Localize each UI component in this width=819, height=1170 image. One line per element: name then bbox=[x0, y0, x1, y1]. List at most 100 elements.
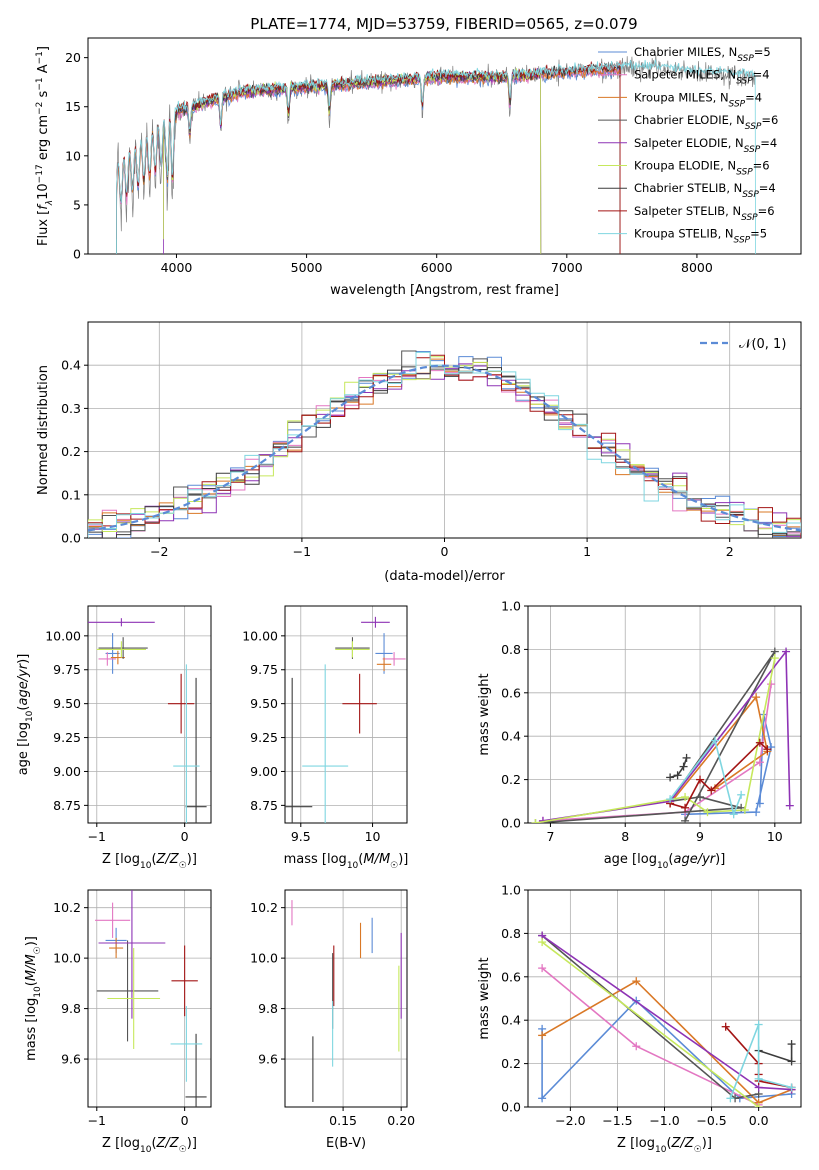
errorbar bbox=[96, 940, 159, 1042]
mass-vs-ebv-ytick-label: 9.8 bbox=[258, 1001, 278, 1016]
weight-marker bbox=[726, 1094, 735, 1103]
age-vs-Z-axes: −1 0 8.75 9.00 9.25 9.50 9.75 10.00 bbox=[45, 605, 212, 844]
spectrum-xtick-label: 5000 bbox=[291, 260, 323, 275]
errorbar bbox=[98, 890, 166, 1019]
weight-marker bbox=[767, 680, 776, 689]
age-vs-Z-frame bbox=[87, 605, 212, 824]
errorbar bbox=[335, 641, 370, 658]
weight-marker bbox=[681, 792, 690, 801]
spectrum-legend: Chabrier MILES, NSSP=5 Salpeter MILES, NS… bbox=[598, 45, 778, 246]
mass-vs-Z-frame bbox=[87, 889, 212, 1108]
age-vs-Z-plot-area bbox=[88, 618, 207, 823]
weight-marker bbox=[752, 808, 761, 817]
age-vs-Z-ytick-label: 10.00 bbox=[45, 628, 81, 643]
age-vs-mass-ytick-label: 9.75 bbox=[250, 662, 278, 677]
weight-marker bbox=[729, 810, 738, 819]
weight-marker bbox=[763, 745, 772, 754]
residuals-xtick-label: 0 bbox=[441, 544, 449, 559]
weight-marker bbox=[754, 1103, 763, 1107]
weight-marker bbox=[770, 654, 779, 663]
weight-vs-age-frame bbox=[527, 605, 802, 824]
weight-marker bbox=[632, 1042, 641, 1051]
mass-vs-Z-ylabel: mass [log10(M/M☉)] bbox=[24, 936, 43, 1061]
legend-entry: Salpeter ELODIE, NSSP=4 bbox=[634, 136, 777, 155]
weight-vs-Z-xtick-label: −1.5 bbox=[602, 1113, 632, 1128]
weight-marker bbox=[666, 773, 675, 782]
weight-marker bbox=[538, 1094, 547, 1103]
weight-vs-age-xtick-label: 7 bbox=[546, 829, 554, 844]
weight-marker bbox=[681, 803, 690, 812]
weight-vs-age-xlabel: age [log10(age/yr)] bbox=[604, 852, 726, 871]
legend-entry: Kroupa STELIB, NSSP=5 bbox=[634, 227, 767, 246]
spectrum-xtick-label: 8000 bbox=[681, 260, 713, 275]
weight-marker bbox=[673, 771, 682, 780]
errorbar bbox=[361, 616, 390, 628]
residuals-ytick-label: 0.4 bbox=[61, 358, 81, 373]
weight-vs-Z-ytick-label: 0.8 bbox=[501, 926, 521, 941]
weight-vs-Z-ylabel: mass weight bbox=[477, 957, 492, 1039]
legend-entry: Salpeter STELIB, NSSP=6 bbox=[634, 204, 775, 223]
errorbar bbox=[342, 673, 377, 734]
spectrum-model-line bbox=[116, 60, 621, 254]
residuals-xtick-label: 2 bbox=[726, 544, 734, 559]
residuals-ytick-label: 0.2 bbox=[61, 444, 81, 459]
age-vs-mass-ytick-label: 8.75 bbox=[250, 798, 278, 813]
legend-entry: Kroupa MILES, NSSP=4 bbox=[634, 90, 762, 109]
legend-entry: Chabrier MILES, NSSP=5 bbox=[634, 45, 771, 64]
weight-line bbox=[535, 657, 776, 823]
weight-vs-Z-ytick-label: 0.2 bbox=[501, 1056, 521, 1071]
weight-vs-Z-ytick-label: 0.4 bbox=[501, 1013, 521, 1028]
weight-vs-Z-ytick-label: 1.0 bbox=[501, 883, 521, 898]
errorbar bbox=[105, 633, 120, 674]
spectrum-xtick-label: 4000 bbox=[161, 260, 193, 275]
mass-vs-Z-xlabel: Z [log10(Z/Z☉)] bbox=[102, 1136, 197, 1155]
legend-entry: Chabrier ELODIE, NSSP=6 bbox=[634, 113, 778, 132]
mass-vs-Z-ytick-label: 9.6 bbox=[61, 1052, 81, 1067]
weight-vs-age-ytick-label: 0.2 bbox=[501, 772, 521, 787]
weight-vs-age-xtick-label: 9 bbox=[696, 829, 704, 844]
weight-line bbox=[669, 741, 768, 809]
residuals-legend: 𝒩(0, 1) bbox=[700, 337, 786, 352]
weight-vs-Z-xlabel: Z [log10(Z/Z☉)] bbox=[617, 1136, 712, 1155]
spectrum-model-line bbox=[116, 66, 621, 254]
weight-marker bbox=[710, 736, 719, 745]
residuals-xlabel: (data-model)/error bbox=[384, 569, 505, 584]
errorbar bbox=[170, 1006, 203, 1082]
spectrum-xlabel: wavelength [Angstrom, rest frame] bbox=[330, 283, 559, 298]
errorbar bbox=[109, 937, 124, 959]
mass-vs-ebv-ytick-label: 10.0 bbox=[250, 951, 278, 966]
legend-entry: Salpeter MILES, NSSP=4 bbox=[634, 68, 770, 87]
weight-line bbox=[535, 651, 776, 823]
weight-marker bbox=[754, 1074, 763, 1083]
mass-vs-Z-ytick-label: 9.8 bbox=[61, 1001, 81, 1016]
weight-line bbox=[669, 738, 742, 817]
errorbar bbox=[382, 652, 406, 666]
mass-vs-ebv-xtick-label: 0.20 bbox=[387, 1113, 415, 1128]
residual-histogram bbox=[88, 351, 801, 538]
weight-marker bbox=[787, 1083, 796, 1092]
weight-vs-Z-ytick-label: 0.6 bbox=[501, 969, 521, 984]
weight-marker bbox=[538, 964, 547, 973]
weight-marker bbox=[679, 762, 688, 771]
spectrum-ytick-label: 20 bbox=[65, 50, 81, 65]
weight-vs-Z-xtick-label: 0.0 bbox=[749, 1113, 769, 1128]
errorbar bbox=[110, 650, 125, 665]
errorbar bbox=[88, 618, 155, 627]
weight-vs-age-ytick-label: 0.4 bbox=[501, 729, 521, 744]
legend-entry: Chabrier STELIB, NSSP=4 bbox=[634, 181, 776, 200]
weight-vs-age-xtick-label: 8 bbox=[621, 829, 629, 844]
spectrum-model-line bbox=[116, 64, 621, 254]
weight-marker bbox=[538, 1031, 547, 1040]
errorbar bbox=[285, 677, 313, 823]
errorbar bbox=[171, 945, 198, 1017]
spectrum-frame bbox=[87, 37, 802, 255]
mass-vs-ebv-xtick-label: 0.15 bbox=[329, 1113, 357, 1128]
weight-marker bbox=[782, 647, 791, 656]
spectrum-plot-area bbox=[116, 54, 756, 254]
spectrum-model-line bbox=[163, 67, 542, 254]
weight-marker bbox=[755, 758, 764, 767]
weight-line bbox=[541, 967, 759, 1106]
weight-vs-Z-plot-area bbox=[538, 931, 796, 1107]
residuals-ylabel: Normed distribution bbox=[36, 365, 51, 495]
